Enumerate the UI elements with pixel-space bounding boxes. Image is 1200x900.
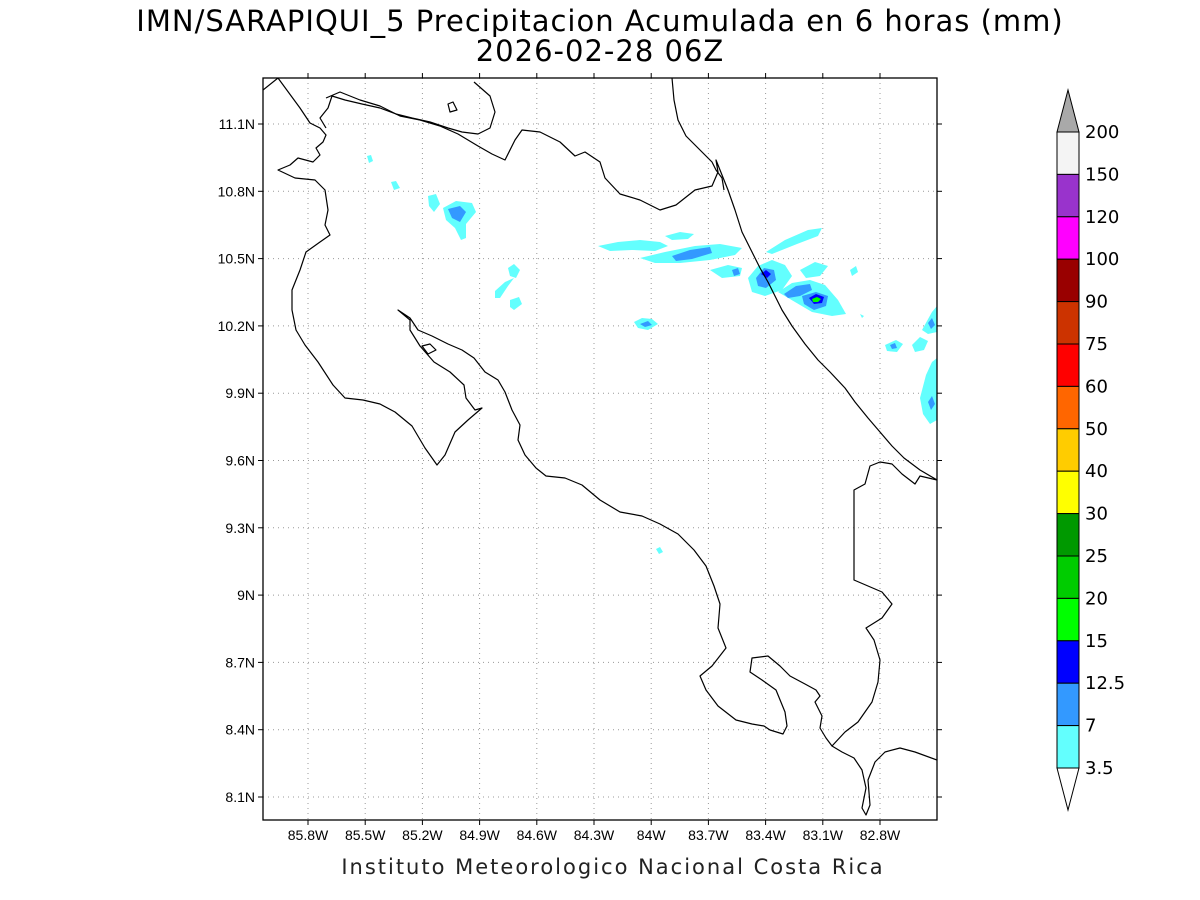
colorbar-label: 3.5 bbox=[1085, 758, 1114, 779]
colorbar-swatch bbox=[1056, 428, 1080, 472]
colorbar-swatch bbox=[1056, 173, 1080, 218]
lat-label: 8.1N bbox=[225, 789, 255, 805]
lon-label: 83.7W bbox=[688, 827, 729, 843]
nicaragua-lake-shore bbox=[325, 91, 937, 481]
caribbean-coast bbox=[319, 81, 496, 135]
colorbar-label: 7 bbox=[1085, 716, 1096, 737]
lon-label: 82.8W bbox=[860, 827, 901, 843]
colorbar-swatch bbox=[1056, 258, 1080, 303]
colorbar-label: 100 bbox=[1085, 249, 1119, 270]
colorbar-swatch bbox=[1056, 682, 1080, 727]
lat-label: 9N bbox=[237, 587, 255, 603]
colorbar-swatch bbox=[1056, 555, 1080, 599]
colorbar-label: 20 bbox=[1085, 588, 1108, 609]
colorbar-over-arrow bbox=[1056, 88, 1080, 133]
lon-label: 85.8W bbox=[288, 827, 329, 843]
lon-label: 83.1W bbox=[803, 827, 844, 843]
lat-label: 9.6N bbox=[225, 453, 255, 469]
precip-7mm bbox=[448, 206, 935, 410]
colorbar-label: 150 bbox=[1085, 164, 1119, 185]
lat-label: 11.1N bbox=[219, 116, 255, 132]
lon-label: 84W bbox=[637, 827, 667, 843]
lon-label: 83.4W bbox=[745, 827, 786, 843]
colorbar-label: 75 bbox=[1085, 334, 1108, 355]
colorbar-label: 25 bbox=[1085, 546, 1108, 567]
colorbar-swatch bbox=[1056, 343, 1080, 387]
precip-15mm bbox=[812, 297, 821, 302]
footer-credit: Instituto Meteorologico Nacional Costa R… bbox=[341, 855, 885, 879]
colorbar-swatch bbox=[1056, 597, 1080, 642]
lat-label: 10.2N bbox=[218, 318, 255, 334]
lat-label: 8.7N bbox=[225, 654, 255, 670]
colorbar-swatch bbox=[1056, 640, 1080, 684]
colorbar-label: 120 bbox=[1085, 207, 1119, 228]
colorbar-swatch bbox=[1056, 513, 1080, 557]
colorbar-under-arrow bbox=[1056, 767, 1080, 812]
colorbar-label: 15 bbox=[1085, 631, 1108, 652]
islet bbox=[421, 343, 437, 355]
coastlines bbox=[263, 78, 937, 816]
lat-label: 9.3N bbox=[225, 520, 255, 536]
colorbar-label: 40 bbox=[1085, 461, 1108, 482]
colorbar-label: 200 bbox=[1085, 122, 1119, 143]
map-axes: 85.8W 85.5W 85.2W 84.9W 84.6W 84.3W 84W 83.7W 83… bbox=[218, 73, 942, 843]
lat-label: 8.4N bbox=[225, 722, 255, 738]
island bbox=[447, 101, 458, 113]
colorbar-swatch bbox=[1056, 385, 1080, 430]
colorbar-swatch bbox=[1056, 725, 1080, 769]
lat-label: 10.5N bbox=[218, 251, 255, 267]
colorbar-label: 90 bbox=[1085, 292, 1108, 313]
colorbar-swatch bbox=[1056, 301, 1080, 345]
lat-label: 9.9N bbox=[225, 385, 255, 401]
lon-label: 84.3W bbox=[574, 827, 615, 843]
precip-areas bbox=[367, 155, 937, 554]
colorbar-label: 12.5 bbox=[1085, 673, 1125, 694]
map-frame bbox=[262, 77, 938, 821]
northeast-coast bbox=[671, 78, 725, 191]
colorbar-swatch bbox=[1056, 131, 1080, 175]
chart-title: IMN/SARAPIQUI_5 Precipitacion Acumulada … bbox=[136, 4, 1064, 38]
colorbar-swatch bbox=[1056, 216, 1080, 260]
colorbar-swatch bbox=[1056, 470, 1080, 515]
colorbar-label: 60 bbox=[1085, 376, 1108, 397]
lat-label: 10.8N bbox=[218, 183, 255, 199]
lon-label: 85.2W bbox=[402, 827, 443, 843]
colorbar-label: 50 bbox=[1085, 419, 1108, 440]
panama-coast bbox=[831, 745, 937, 816]
lon-label: 85.5W bbox=[345, 827, 386, 843]
lon-label: 84.9W bbox=[459, 827, 500, 843]
map-grid bbox=[263, 78, 937, 820]
nicaragua-border bbox=[263, 78, 937, 747]
chart-date: 2026-02-28 06Z bbox=[475, 34, 725, 68]
colorbar-label: 30 bbox=[1085, 504, 1108, 525]
colorbar: 200 150 120 100 90 75 60 50 40 30 25 20 15 12.5 7 3.5 bbox=[1056, 88, 1125, 812]
lon-label: 84.6W bbox=[517, 827, 558, 843]
